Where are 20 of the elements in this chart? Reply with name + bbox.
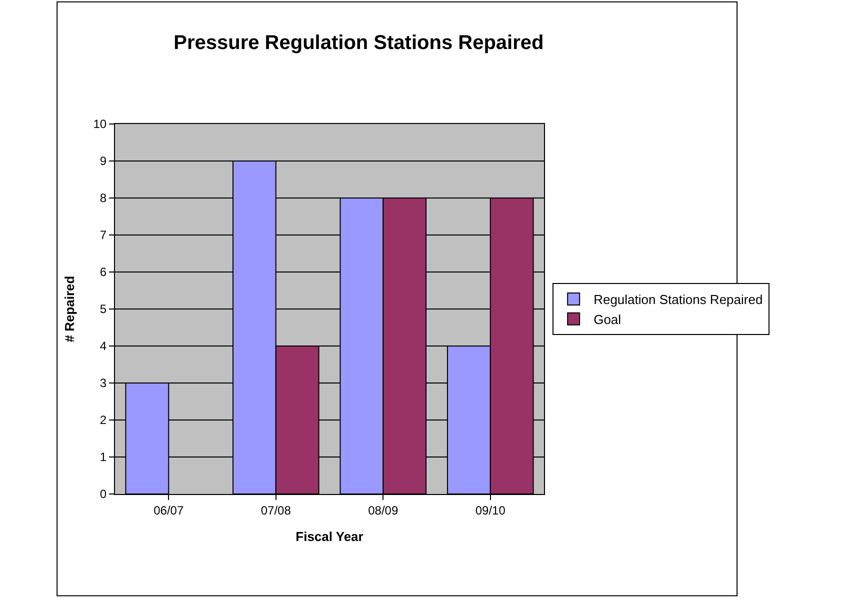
x-tick-label: 07/08: [260, 503, 292, 518]
y-tick-label: 4: [100, 339, 107, 354]
legend-label: Goal: [594, 312, 622, 327]
x-tick-label: 06/07: [154, 503, 184, 518]
y-tick-label: 7: [100, 228, 107, 242]
y-tick-label: 0: [100, 487, 107, 502]
y-tick-label: 1: [100, 450, 107, 464]
y-tick-label: 5: [100, 302, 107, 316]
y-tick-label: 9: [100, 154, 107, 168]
legend-label: Regulation Stations Repaired: [594, 292, 763, 308]
y-axis-title: # Repaired: [62, 276, 78, 342]
y-tick-label: 2: [100, 413, 107, 428]
y-tick-label: 6: [100, 265, 107, 280]
y-tick-label: 8: [100, 191, 107, 206]
chart-title: Pressure Regulation Stations Repaired: [174, 32, 544, 54]
y-tick-label: 3: [100, 376, 107, 390]
x-axis-title: Fiscal Year: [296, 529, 364, 544]
y-tick-label: 10: [93, 117, 107, 132]
x-tick-label: 09/10: [475, 503, 506, 518]
x-tick-label: 08/09: [368, 503, 398, 518]
